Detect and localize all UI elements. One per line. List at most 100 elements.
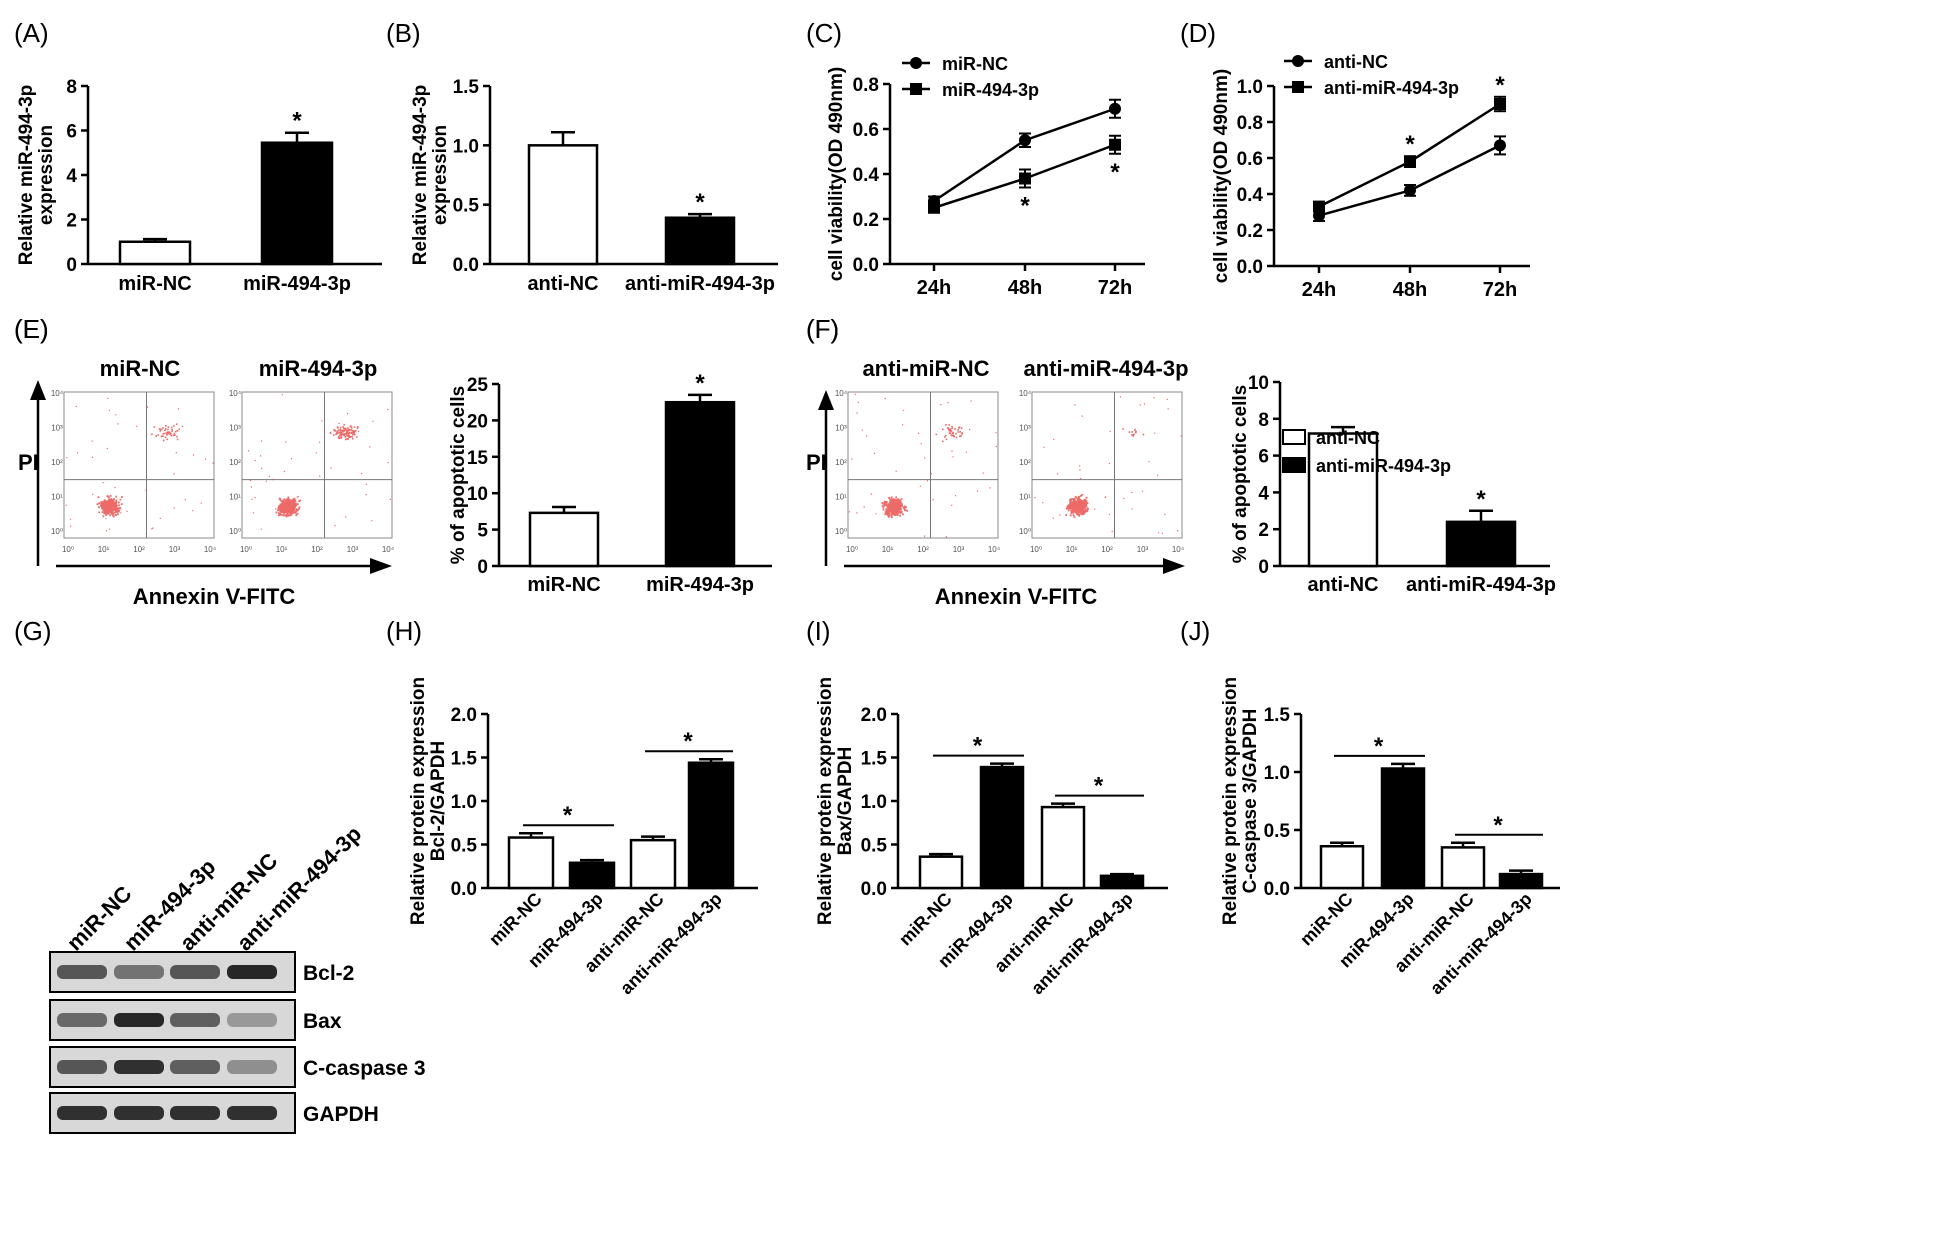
data-point xyxy=(1313,200,1325,213)
panel-label: (F) xyxy=(806,314,839,344)
bar xyxy=(1498,872,1544,890)
axis-tick-label: 10⁴ xyxy=(204,545,217,554)
y-axis-label: C-caspase 3/GAPDH xyxy=(1240,709,1261,894)
y-tick-label: 0.0 xyxy=(861,879,887,900)
y-tick-label: 2 xyxy=(66,211,77,232)
data-point xyxy=(1494,139,1506,152)
y-axis-label: Relative protein expression xyxy=(815,677,836,925)
axis-tick-label: 10³ xyxy=(835,424,847,433)
significance-marker: * xyxy=(1094,773,1104,800)
protein-label: Bax xyxy=(303,1010,342,1033)
event-dots xyxy=(848,393,997,538)
y-tick-label: 1.0 xyxy=(1237,77,1263,98)
flow-cytometry-panel-F: PI Annexin V-FITC anti-miR-NC 10⁰ 10⁰ 10¹ 10¹ 1… xyxy=(806,356,1189,609)
bar xyxy=(1099,874,1145,890)
axis-tick-label: 10² xyxy=(133,545,145,554)
panel-label: (J) xyxy=(1180,616,1210,646)
significance-marker: * xyxy=(1405,131,1415,158)
x-tick-label: 48h xyxy=(1393,279,1427,301)
protein-label: Bcl-2 xyxy=(303,962,354,985)
y-tick-label: 10 xyxy=(467,484,488,505)
y-tick-label: 0.2 xyxy=(853,210,879,231)
axis-tick-label: 10³ xyxy=(1019,424,1031,433)
y-tick-label: 1.5 xyxy=(453,77,480,98)
panel-label: (H) xyxy=(386,616,422,646)
y-tick-label: 0.5 xyxy=(453,196,480,217)
y-tick-label: 0.0 xyxy=(1264,879,1290,900)
scatter-plot: anti-miR-494-3p 10⁰ 10⁰ 10¹ 10¹ 10² 10² 10³ 10³ 1… xyxy=(1019,356,1189,554)
flow-cytometry-panel-E: PI Annexin V-FITC miR-NC 10⁰ 10⁰ 10¹ 10¹ 10² 10²… xyxy=(18,356,395,609)
y-tick-label: 0.8 xyxy=(1237,113,1263,134)
data-point xyxy=(1404,184,1416,197)
y-tick-label: 20 xyxy=(467,411,488,432)
y-axis-label: Bcl-2/GAPDH xyxy=(428,741,449,861)
axis-tick-label: 10² xyxy=(1019,458,1031,467)
panel-label: (E) xyxy=(14,314,49,344)
axis-tick-label: 10³ xyxy=(229,424,241,433)
y-axis-label: Relative miR-494-3p xyxy=(16,85,37,266)
bar xyxy=(527,144,599,266)
x-axis-label: Annexin V-FITC xyxy=(935,584,1098,609)
x-tick-label: anti-miR-494-3p xyxy=(1426,889,1536,999)
protein-band xyxy=(170,965,220,979)
x-tick-label: anti-miR-494-3p xyxy=(625,273,775,295)
axis-tick-label: 10⁰ xyxy=(51,527,63,536)
y-tick-label: 15 xyxy=(467,448,489,469)
bar xyxy=(1380,767,1426,890)
protein-band xyxy=(227,1060,277,1074)
axis-tick-label: 10⁴ xyxy=(382,545,395,554)
panel-label: (I) xyxy=(806,616,831,646)
axis-tick-label: 10⁰ xyxy=(62,545,74,554)
bar-chart-E: 0 5 10 15 20 25% of apoptotic cells miR-NC miR-… xyxy=(448,370,772,596)
bar-chart-B: 0.0 0.5 1.0 1.5 Relative miR-494-3p expressio… xyxy=(410,77,778,295)
bar xyxy=(664,216,736,266)
y-tick-label: 0.0 xyxy=(451,879,477,900)
y-tick-label: 10 xyxy=(1248,373,1269,394)
y-tick-label: 1.0 xyxy=(453,136,479,157)
panel-label: (B) xyxy=(386,18,421,48)
axis-tick-label: 10¹ xyxy=(1019,493,1031,502)
axis-tick-label: 10⁰ xyxy=(1030,545,1042,554)
axis-tick-label: 10² xyxy=(917,545,929,554)
x-tick-label: miR-494-3p xyxy=(646,574,754,596)
y-tick-label: 0.0 xyxy=(1237,257,1263,278)
data-point xyxy=(1019,172,1031,185)
y-tick-label: 0.5 xyxy=(1264,821,1291,842)
axis-tick-label: 10¹ xyxy=(229,493,241,502)
protein-band xyxy=(114,1060,164,1074)
x-tick-label: 48h xyxy=(1008,277,1042,299)
x-tick-label: miR-NC xyxy=(1296,889,1357,950)
legend-label: anti-miR-494-3p xyxy=(1324,78,1459,98)
bar-chart-F: 0 2 4 6 8 10% of apoptotic cells anti-NC anti-m… xyxy=(1230,373,1556,596)
y-tick-label: 1.5 xyxy=(861,749,888,770)
x-tick-label: anti-miR-494-3p xyxy=(616,889,726,999)
bar-chart-A: 0 2 4 6 8 Relative miR-494-3p expression miR-NC… xyxy=(16,77,382,295)
scatter-plot: miR-494-3p 10⁰ 10⁰ 10¹ 10¹ 10² 10² 10³ 10³ 10⁴ 10⁴ xyxy=(229,356,395,554)
y-axis-label: % of apoptotic cells xyxy=(448,386,469,564)
axis-tick-label: 10¹ xyxy=(882,545,894,554)
axis-tick-label: 10⁴ xyxy=(1019,389,1032,398)
plot-frame xyxy=(241,391,393,539)
y-axis-label: expression xyxy=(430,125,451,225)
significance-marker: * xyxy=(1110,159,1120,186)
protein-band xyxy=(227,1106,277,1120)
bar xyxy=(1040,805,1086,890)
x-tick-label: miR-NC xyxy=(895,889,956,950)
arrow-head xyxy=(370,558,392,574)
y-tick-label: 2.0 xyxy=(861,705,887,726)
x-tick-label: 72h xyxy=(1483,279,1517,301)
y-tick-label: 5 xyxy=(477,521,488,542)
panel-label: (D) xyxy=(1180,18,1216,48)
x-tick-label: anti-miR-494-3p xyxy=(1406,574,1556,596)
y-tick-label: 25 xyxy=(467,375,489,396)
bar-chart-I: 0.0 0.5 1.0 1.5 2.0 Relative protein expressi… xyxy=(815,677,1168,998)
axis-tick-label: 10³ xyxy=(1137,545,1149,554)
y-axis-label: % of apoptotic cells xyxy=(1230,385,1251,563)
y-tick-label: 4 xyxy=(1258,483,1269,504)
protein-band xyxy=(170,1013,220,1027)
y-tick-label: 1.5 xyxy=(451,749,478,770)
lane-label: anti-miR-NC xyxy=(175,848,283,956)
axis-tick-label: 10⁴ xyxy=(835,389,848,398)
